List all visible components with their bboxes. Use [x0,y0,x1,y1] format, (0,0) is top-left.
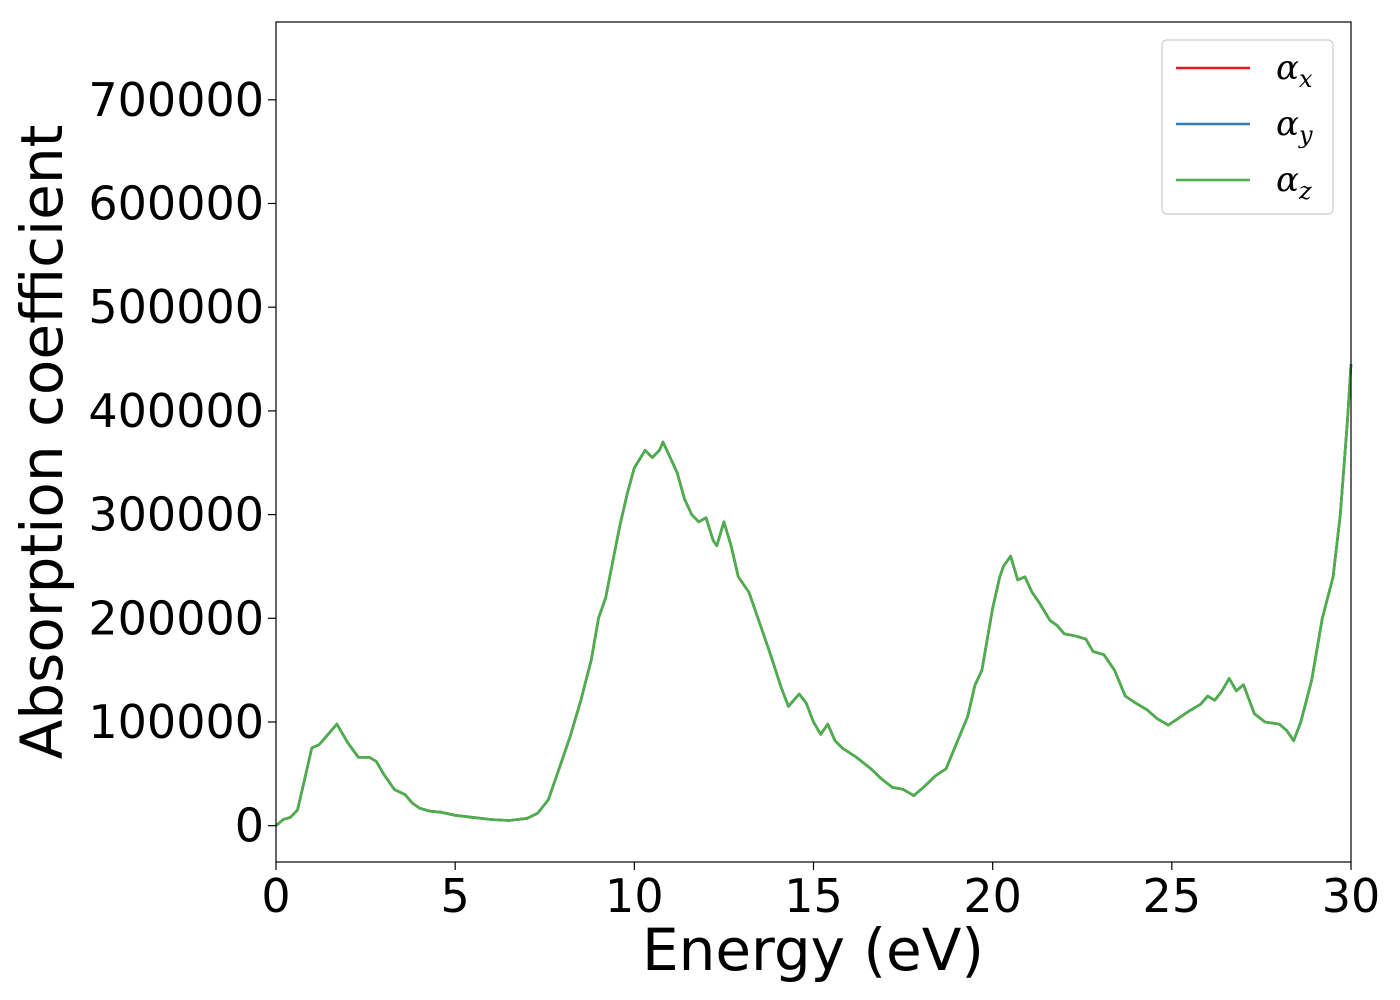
x-tick-label: 0 [261,869,290,923]
y-tick-label: 600000 [88,176,264,230]
x-tick-label: 30 [1322,869,1381,923]
y-tick-label: 700000 [88,73,264,127]
legend-subscript: y [1298,121,1313,149]
y-tick-label: 300000 [88,488,264,542]
y-axis-ticks: 0 100000 200000 300000 400000 500000 600000 700… [88,73,276,853]
y-tick-label: 500000 [88,280,264,334]
legend-symbol: α [1276,160,1299,200]
series-line-3 [275,364,1353,827]
legend-subscript: x [1299,65,1313,93]
y-axis-label: Absorption coefficient [8,125,76,760]
plot-lines [275,364,1353,827]
x-axis-ticks: 0 5 10 15 20 25 30 [261,862,1380,923]
legend-entry: αz [1276,160,1312,205]
legend-box [1161,39,1334,215]
y-tick-label: 0 [235,799,264,853]
series-line-2 [275,364,1353,827]
legend-entry: αx [1276,48,1313,93]
x-tick-label: 15 [784,869,843,923]
y-tick-label: 400000 [88,384,264,438]
y-tick-label: 200000 [88,591,264,645]
x-axis-label: Energy (eV) [642,916,984,984]
legend-entry: αy [1276,104,1313,149]
x-tick-label: 25 [1143,869,1202,923]
x-tick-label: 5 [441,869,470,923]
x-tick-label: 20 [963,869,1022,923]
legend-subscript: z [1298,177,1312,205]
series-line-1 [275,364,1353,827]
y-tick-label: 100000 [88,695,264,749]
x-tick-label: 10 [605,869,664,923]
legend-symbol: α [1276,48,1299,88]
legend-symbol: α [1276,104,1299,144]
